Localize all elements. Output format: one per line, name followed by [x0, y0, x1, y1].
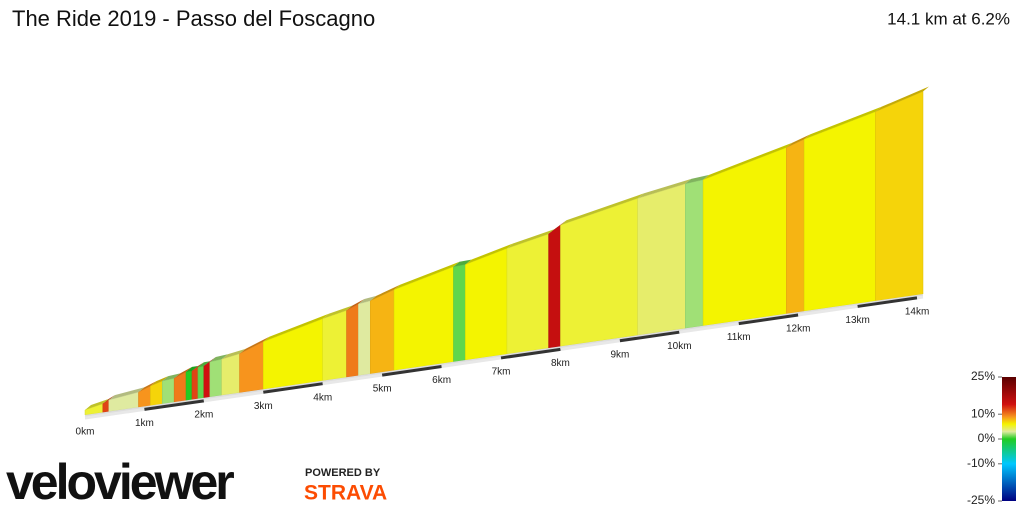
- segment: [465, 248, 508, 361]
- distance-axis: 0km 1km 2km 3km 4km 5km 6km 7km 8km 9km 10km 11km 12…: [76, 294, 929, 438]
- segment-top: [804, 106, 882, 140]
- segment-top: [197, 361, 210, 368]
- segment: [197, 365, 205, 399]
- segment-top: [150, 376, 169, 387]
- segment: [637, 183, 686, 336]
- chart-title: The Ride 2019 - Passo del Foscagno: [12, 6, 375, 31]
- x-tick-label: 9km: [610, 349, 629, 360]
- color-tick-label: 0%: [978, 431, 996, 445]
- segment: [322, 310, 347, 381]
- segment: [239, 341, 264, 393]
- segment: [358, 300, 371, 376]
- axis-band: [84, 407, 145, 420]
- segment: [803, 111, 876, 312]
- segment: [548, 224, 561, 349]
- segment: [506, 233, 549, 355]
- segment: [875, 91, 924, 302]
- axis-band: [263, 382, 323, 394]
- segment: [203, 361, 211, 399]
- segment-top: [174, 366, 193, 379]
- axis-band: [797, 304, 858, 317]
- segment: [786, 138, 805, 315]
- segment-top: [85, 398, 109, 410]
- axis-band: [619, 330, 680, 343]
- axis-band: [679, 322, 739, 334]
- x-tick-label: 3km: [254, 401, 273, 412]
- axis-band: [381, 365, 442, 377]
- segment-top: [191, 362, 204, 372]
- axis-band: [857, 296, 918, 308]
- x-tick-label: 2km: [194, 409, 213, 420]
- segment-top: [394, 261, 460, 290]
- segment: [685, 179, 704, 329]
- segment-top: [186, 366, 198, 372]
- x-tick-label: 13km: [845, 315, 869, 326]
- segment: [162, 378, 175, 405]
- color-tick-label: 10%: [971, 406, 995, 420]
- x-tick-label: 10km: [667, 341, 691, 352]
- color-tick-label: -10%: [967, 456, 995, 470]
- segment-top: [162, 373, 181, 382]
- segment-top: [263, 313, 329, 342]
- axis-band: [144, 399, 205, 411]
- color-bar: [1002, 377, 1016, 501]
- x-tick-label: 5km: [373, 384, 392, 395]
- segment: [346, 303, 359, 378]
- segment: [185, 370, 193, 401]
- segment: [393, 266, 454, 371]
- axis-band: [500, 347, 561, 360]
- color-tick-label: -25%: [967, 493, 995, 507]
- segment-top: [875, 86, 929, 112]
- segment-top: [102, 395, 115, 404]
- segment-top: [685, 174, 710, 184]
- summary: 14.1 km at 6.2%: [887, 9, 1010, 28]
- segment-top: [506, 229, 555, 249]
- x-tick-label: 11km: [727, 332, 751, 343]
- segment-top: [703, 142, 793, 180]
- x-tick-label: 4km: [313, 392, 332, 403]
- segment: [191, 366, 199, 400]
- strava-logo: STRAVA: [304, 482, 387, 505]
- segment-top: [346, 299, 365, 311]
- x-tick-label: 8km: [551, 358, 570, 369]
- segment-top: [239, 336, 270, 354]
- segment-top: [465, 243, 513, 265]
- segment-top: [209, 354, 228, 362]
- segment-top: [786, 134, 811, 148]
- segment-top: [322, 305, 353, 319]
- x-tick-label: 12km: [786, 324, 810, 335]
- segment-top: [221, 348, 246, 360]
- x-tick-label: 0km: [76, 427, 95, 438]
- segment-top: [453, 259, 472, 267]
- axis-band: [441, 356, 502, 368]
- axis-band: [322, 373, 383, 386]
- segment-top: [370, 284, 401, 301]
- axis-band: [738, 313, 799, 326]
- powered-by: POWERED BY: [305, 467, 381, 479]
- segment: [370, 289, 395, 375]
- segment-top: [108, 387, 145, 401]
- segment: [453, 264, 466, 363]
- segment: [209, 358, 222, 398]
- color-tick-label: 25%: [971, 369, 995, 383]
- segment-top: [138, 381, 157, 393]
- profile: [84, 86, 929, 416]
- x-tick-label: 6km: [432, 375, 451, 386]
- segment-top: [637, 178, 692, 199]
- axis-band: [916, 295, 924, 300]
- axis-band: [560, 339, 621, 351]
- x-tick-label: 7km: [492, 367, 511, 378]
- color-legend: 25% 10% 0% -10% -25%: [967, 369, 1016, 507]
- x-tick-label: 14km: [905, 306, 929, 317]
- segment-top: [560, 193, 644, 226]
- segment-top: [358, 295, 377, 305]
- brand-logo: veloviewer: [6, 454, 234, 510]
- axis-band: [203, 390, 264, 403]
- segment: [221, 353, 240, 396]
- x-tick-label: 1km: [135, 418, 154, 429]
